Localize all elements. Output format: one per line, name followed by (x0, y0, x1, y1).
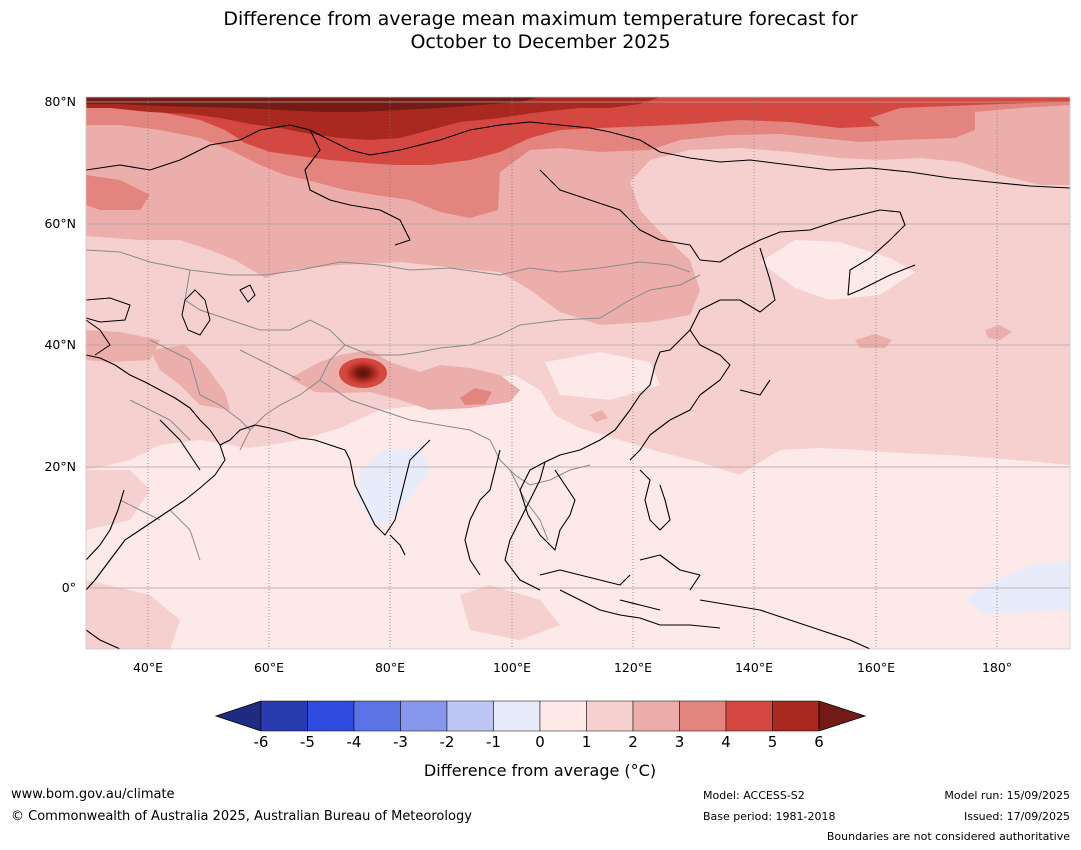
lat-label-60n: 60°N (44, 216, 76, 231)
colorbar-segment (353, 700, 401, 732)
colorbar-tick-label: -4 (346, 733, 362, 751)
inland-seas (86, 284, 256, 356)
lon-label-120e: 120°E (613, 660, 652, 675)
colorbar-segment (307, 700, 355, 732)
colorbar-tick-label: 2 (628, 733, 638, 751)
colorbar-label: Difference from average (°C) (423, 761, 657, 780)
colorbar-tick-label: -3 (393, 733, 408, 751)
colorbar-segment (400, 700, 448, 732)
lon-label-140e: 140°E (734, 660, 773, 675)
anomaly-region-1-2 (460, 585, 560, 640)
colorbar-extend-high (818, 700, 867, 732)
anomaly-region-1-2 (86, 470, 150, 530)
lon-label-40e: 40°E (132, 660, 164, 675)
model-name: Model: ACCESS-S2 (703, 789, 805, 802)
copyright-notice: © Commonwealth of Australia 2025, Austra… (11, 809, 472, 824)
colorbar-segment (679, 700, 727, 732)
map-area (86, 97, 1070, 649)
model-run-date: Model run: 15/09/2025 (944, 789, 1070, 802)
boundaries-disclaimer: Boundaries are not considered authoritat… (826, 830, 1070, 843)
anomaly-region-negative (965, 560, 1070, 615)
colorbar-tick-label: -5 (300, 733, 315, 751)
lon-label-160e: 160°E (856, 660, 895, 675)
lon-label-100e: 100°E (492, 660, 531, 675)
colorbar (214, 700, 867, 732)
colorbar-tick-label: 5 (767, 733, 778, 751)
colorbar-segment (725, 700, 773, 732)
base-period: Base period: 1981-2018 (703, 810, 836, 823)
anomaly-region-2-3 (590, 410, 608, 422)
anomaly-region-gt-6 (86, 97, 540, 112)
colorbar-tick-label: 1 (581, 733, 592, 751)
colorbar-tick-label: 3 (674, 733, 685, 751)
anomaly-region-0-1 (545, 352, 660, 400)
colorbar-segment (260, 700, 308, 732)
colorbar-tick-label: -6 (253, 733, 269, 751)
colorbar-tick-label: 6 (814, 733, 824, 751)
lat-label-0: 0° (61, 580, 76, 595)
latitude-lines (86, 101, 1070, 589)
lat-label-20n: 20°N (44, 459, 76, 474)
colorbar-tick-label: 4 (721, 733, 731, 751)
website-link[interactable]: www.bom.gov.au/climate (11, 787, 175, 802)
colorbar-segment (446, 700, 494, 732)
colorbar-segment (586, 700, 634, 732)
lat-label-80n: 80°N (44, 94, 76, 109)
colorbar-segment (772, 700, 820, 732)
anomaly-hotspot-core (345, 361, 381, 385)
anomaly-region-0-1 (760, 240, 915, 300)
lon-label-80e: 80°E (374, 660, 406, 675)
country-borders (86, 249, 701, 561)
graticule (147, 97, 998, 649)
colorbar-segment (493, 700, 541, 732)
colorbar-segment (632, 700, 680, 732)
anomaly-region-3-4 (460, 388, 492, 405)
anomaly-region-2-3 (150, 345, 230, 410)
colorbar-tick-label: -1 (486, 733, 501, 751)
colorbar-segment (539, 700, 587, 732)
coastlines (86, 121, 1070, 649)
lon-label-180: 180° (981, 660, 1013, 675)
anomaly-region-5-6 (86, 97, 660, 140)
lat-label-40n: 40°N (44, 337, 76, 352)
colorbar-extend-low (214, 700, 262, 732)
title-line-1: Difference from average mean maximum tem… (223, 8, 858, 30)
anomaly-region-2-3 (86, 330, 160, 362)
anomaly-region-2-3 (855, 334, 892, 348)
anomaly-region-1-2 (86, 580, 180, 649)
colorbar-tick-label: -2 (439, 733, 455, 751)
chart-title: Difference from average mean maximum tem… (0, 8, 1081, 54)
colorbar-tick-label: 0 (535, 733, 545, 751)
lon-label-60e: 60°E (253, 660, 285, 675)
anomaly-region-3-4 (86, 175, 150, 210)
title-line-2: October to December 2025 (410, 31, 671, 53)
map-frame (85, 96, 1071, 650)
anomaly-region-2-3 (985, 325, 1012, 340)
issued-date: Issued: 17/09/2025 (963, 810, 1070, 823)
